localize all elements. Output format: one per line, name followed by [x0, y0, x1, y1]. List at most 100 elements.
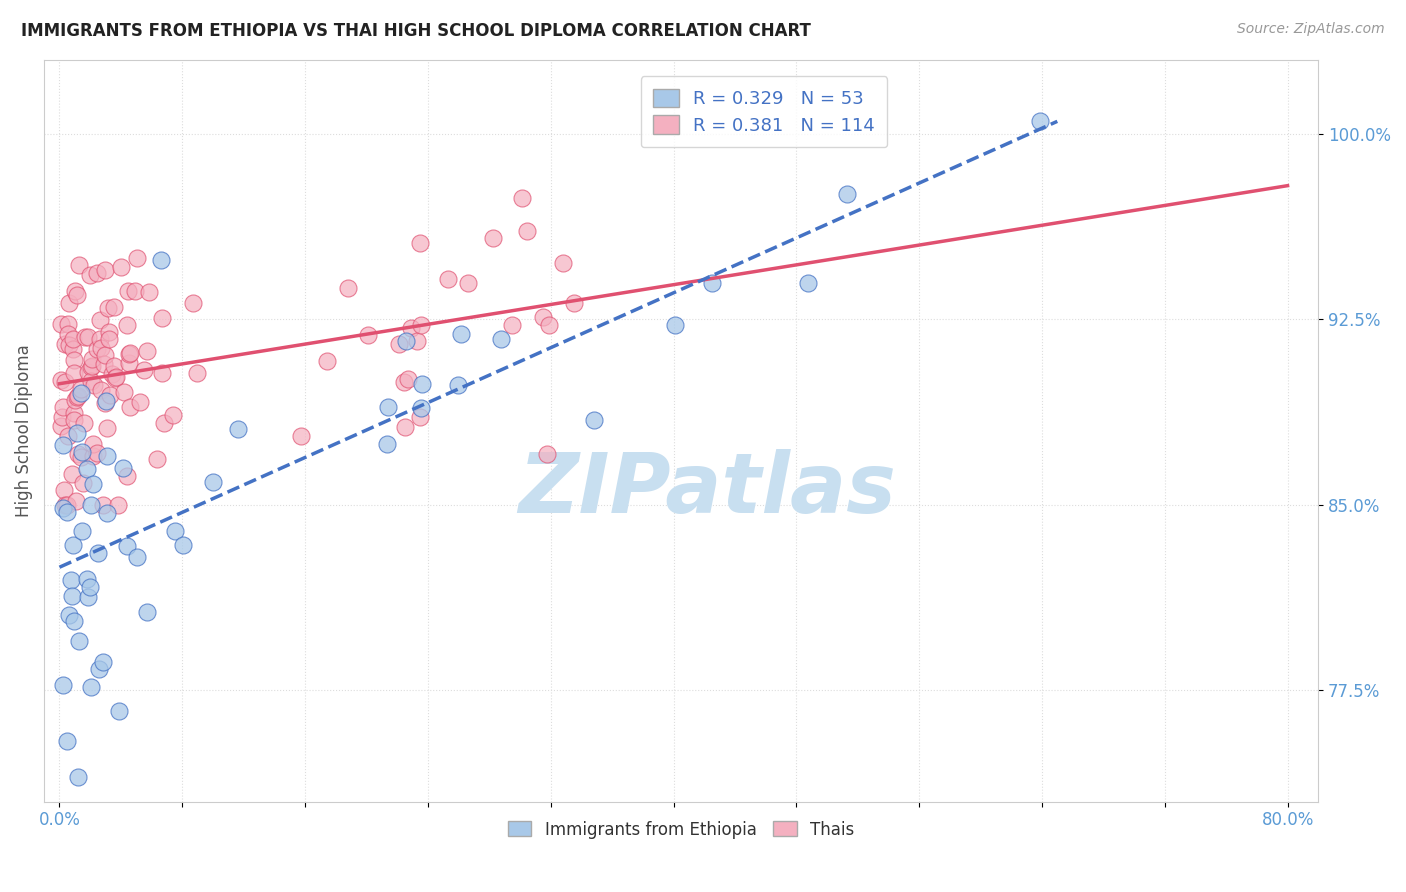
- Point: [63, 366, 86, 380]
- Point: [96, 421, 118, 435]
- Point: [115, 318, 138, 332]
- Point: [76, 462, 98, 476]
- Point: [70, 386, 93, 401]
- Point: [392, 375, 415, 389]
- Point: [108, 704, 131, 718]
- Point: [49, 419, 72, 434]
- Point: [409, 401, 432, 415]
- Point: [98, 388, 121, 402]
- Point: [447, 377, 470, 392]
- Point: [94, 348, 117, 362]
- Point: [73, 329, 96, 343]
- Point: [138, 285, 160, 299]
- Point: [375, 437, 398, 451]
- Point: [60, 589, 83, 603]
- Point: [98, 332, 121, 346]
- Point: [86, 446, 108, 460]
- Point: [55, 504, 77, 518]
- Point: [67, 389, 90, 403]
- Point: [86, 266, 108, 280]
- Point: [1029, 114, 1052, 128]
- Point: [79, 268, 101, 282]
- Point: [491, 332, 513, 346]
- Point: [111, 461, 134, 475]
- Point: [72, 475, 94, 490]
- Point: [145, 452, 167, 467]
- Point: [103, 359, 125, 373]
- Legend: Immigrants from Ethiopia, Thais: Immigrants from Ethiopia, Thais: [502, 814, 860, 846]
- Point: [797, 276, 820, 290]
- Point: [63, 614, 86, 628]
- Point: [80, 498, 103, 512]
- Point: [66, 288, 89, 302]
- Point: [65, 392, 87, 407]
- Point: [82, 476, 104, 491]
- Point: [290, 429, 312, 443]
- Point: [110, 260, 132, 275]
- Point: [58, 338, 80, 352]
- Point: [536, 448, 558, 462]
- Point: [482, 231, 505, 245]
- Point: [115, 539, 138, 553]
- Point: [55, 734, 77, 748]
- Point: [377, 401, 399, 415]
- Point: [91, 656, 114, 670]
- Point: [132, 363, 155, 377]
- Point: [94, 396, 117, 410]
- Point: [149, 252, 172, 267]
- Point: [51, 317, 73, 331]
- Point: [399, 321, 422, 335]
- Point: [201, 475, 224, 489]
- Point: [58, 295, 80, 310]
- Point: [104, 371, 127, 385]
- Point: [80, 374, 103, 388]
- Point: [136, 605, 159, 619]
- Point: [181, 295, 204, 310]
- Point: [80, 359, 103, 373]
- Point: [150, 366, 173, 380]
- Point: [59, 573, 82, 587]
- Point: [56, 429, 79, 443]
- Text: ZIPatlas: ZIPatlas: [517, 450, 896, 531]
- Point: [63, 284, 86, 298]
- Point: [457, 277, 479, 291]
- Point: [63, 413, 86, 427]
- Point: [56, 327, 79, 342]
- Point: [118, 346, 141, 360]
- Point: [835, 186, 858, 201]
- Point: [77, 590, 100, 604]
- Point: [51, 678, 73, 692]
- Point: [77, 330, 100, 344]
- Point: [337, 281, 360, 295]
- Point: [67, 259, 90, 273]
- Point: [124, 284, 146, 298]
- Point: [396, 372, 419, 386]
- Point: [70, 450, 93, 464]
- Point: [105, 370, 128, 384]
- Point: [94, 394, 117, 409]
- Point: [112, 384, 135, 399]
- Point: [226, 422, 249, 436]
- Point: [56, 318, 79, 332]
- Point: [129, 395, 152, 409]
- Point: [53, 498, 76, 512]
- Point: [186, 366, 208, 380]
- Point: [82, 437, 104, 451]
- Point: [165, 524, 187, 538]
- Y-axis label: High School Diploma: High School Diploma: [15, 344, 32, 517]
- Point: [409, 235, 432, 250]
- Point: [52, 400, 75, 414]
- Point: [411, 318, 433, 333]
- Point: [411, 376, 433, 391]
- Point: [103, 300, 125, 314]
- Point: [91, 498, 114, 512]
- Point: [316, 354, 339, 368]
- Point: [162, 409, 184, 423]
- Point: [127, 550, 149, 565]
- Point: [70, 524, 93, 539]
- Point: [66, 425, 89, 440]
- Point: [172, 538, 194, 552]
- Point: [76, 572, 98, 586]
- Point: [96, 506, 118, 520]
- Point: [52, 501, 75, 516]
